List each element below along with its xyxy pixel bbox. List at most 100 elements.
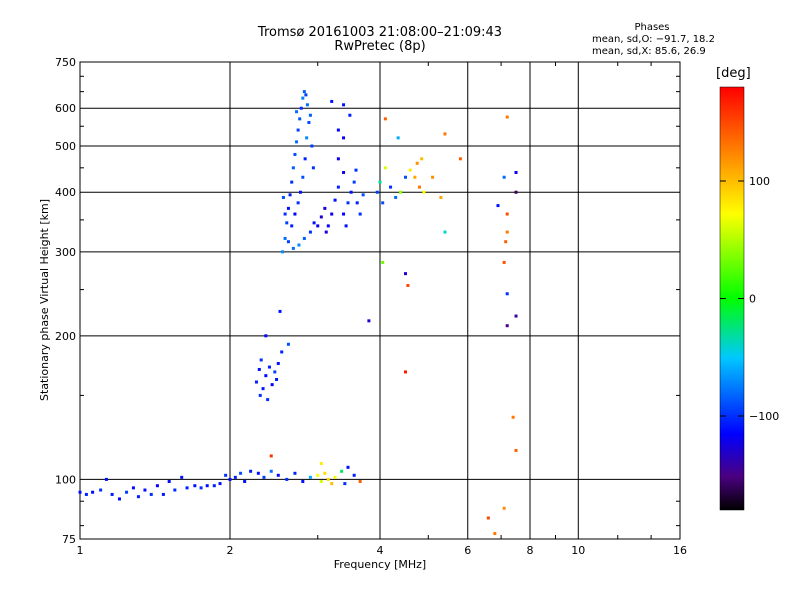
data-point [394, 195, 398, 199]
data-point [293, 471, 297, 475]
data-point [264, 334, 268, 338]
data-point [286, 206, 290, 210]
colorbar-tick-label: 0 [749, 293, 756, 306]
data-point [417, 185, 421, 189]
data-point [302, 236, 306, 240]
data-point [496, 204, 500, 208]
data-point [358, 479, 362, 483]
data-point [415, 161, 419, 165]
data-point [125, 490, 129, 494]
data-point [319, 461, 323, 465]
data-point [403, 370, 407, 374]
data-point [180, 475, 184, 479]
data-point [298, 117, 302, 121]
data-point [375, 190, 379, 194]
data-point [505, 230, 509, 234]
data-point [342, 103, 346, 107]
data-point [264, 374, 268, 378]
axis-ticks: 1 2 4 6 8 10 16 75 100 200 300 400 500 600 750 [55, 56, 687, 557]
data-point [358, 212, 362, 216]
y-axis-label: Stationary phase Virtual Height [km] [38, 199, 51, 401]
data-point [258, 393, 262, 397]
data-point [280, 350, 284, 354]
data-point [505, 292, 509, 296]
data-point [161, 492, 165, 496]
data-point [262, 475, 266, 479]
y-tick-label: 750 [55, 56, 76, 69]
data-point [389, 185, 393, 189]
data-point [84, 492, 88, 496]
data-point [343, 482, 347, 486]
data-point [367, 319, 371, 323]
data-point [291, 166, 295, 170]
data-point [303, 157, 307, 161]
data-point [378, 180, 382, 184]
x-tick-label: 16 [673, 544, 687, 557]
data-point [326, 224, 330, 228]
data-point [143, 488, 147, 492]
data-point [406, 283, 410, 287]
data-point [413, 175, 417, 179]
data-point [283, 212, 287, 216]
data-point [336, 157, 340, 161]
data-point [295, 140, 299, 144]
data-point [502, 175, 506, 179]
data-point [305, 103, 309, 107]
data-point [218, 482, 222, 486]
x-tick-label: 10 [571, 544, 585, 557]
data-point [342, 212, 346, 216]
data-point [361, 193, 365, 197]
y-tick-label: 75 [62, 533, 76, 546]
y-tick-label: 600 [55, 102, 76, 115]
y-tick-label: 500 [55, 140, 76, 153]
data-point [78, 490, 82, 494]
data-point [254, 380, 258, 384]
data-point [212, 484, 216, 488]
colorbar-unit-label: [deg] [716, 66, 751, 81]
data-point [514, 170, 518, 174]
data-point [205, 484, 209, 488]
data-point [297, 243, 301, 247]
data-point [273, 370, 277, 374]
data-point [316, 473, 320, 477]
data-point [259, 358, 263, 362]
data-point [266, 398, 270, 402]
data-point [299, 106, 303, 110]
grid-lines [80, 62, 680, 539]
data-point [408, 168, 412, 172]
data-point [199, 486, 203, 490]
data-point [505, 324, 509, 328]
data-point [381, 201, 385, 205]
data-point [301, 96, 305, 100]
x-tick-label: 2 [227, 544, 234, 557]
data-point [383, 117, 387, 121]
data-point [285, 477, 289, 481]
data-point [352, 180, 356, 184]
data-point [420, 157, 424, 161]
data-point [296, 201, 300, 205]
data-point [136, 495, 140, 499]
chart-title: Tromsø 20161003 21:08:00–21:09:43 [257, 25, 503, 40]
data-point [505, 115, 509, 119]
data-point [269, 469, 273, 473]
data-point [319, 215, 323, 219]
data-point [295, 110, 299, 114]
data-point [422, 190, 426, 194]
data-point [514, 314, 518, 318]
data-point [348, 113, 352, 117]
chart-subtitle: RwPretec (8p) [334, 39, 426, 54]
data-point [281, 195, 285, 199]
data-point [307, 121, 311, 125]
data-point [110, 492, 114, 496]
data-point [278, 309, 282, 313]
data-point [239, 471, 243, 475]
data-point [301, 479, 305, 483]
data-point [155, 484, 159, 488]
data-point [352, 473, 356, 477]
data-point [305, 136, 309, 140]
colorbar-tick-label: 100 [749, 175, 770, 188]
y-tick-label: 100 [55, 473, 76, 486]
data-point [354, 168, 358, 172]
data-point [443, 230, 447, 234]
